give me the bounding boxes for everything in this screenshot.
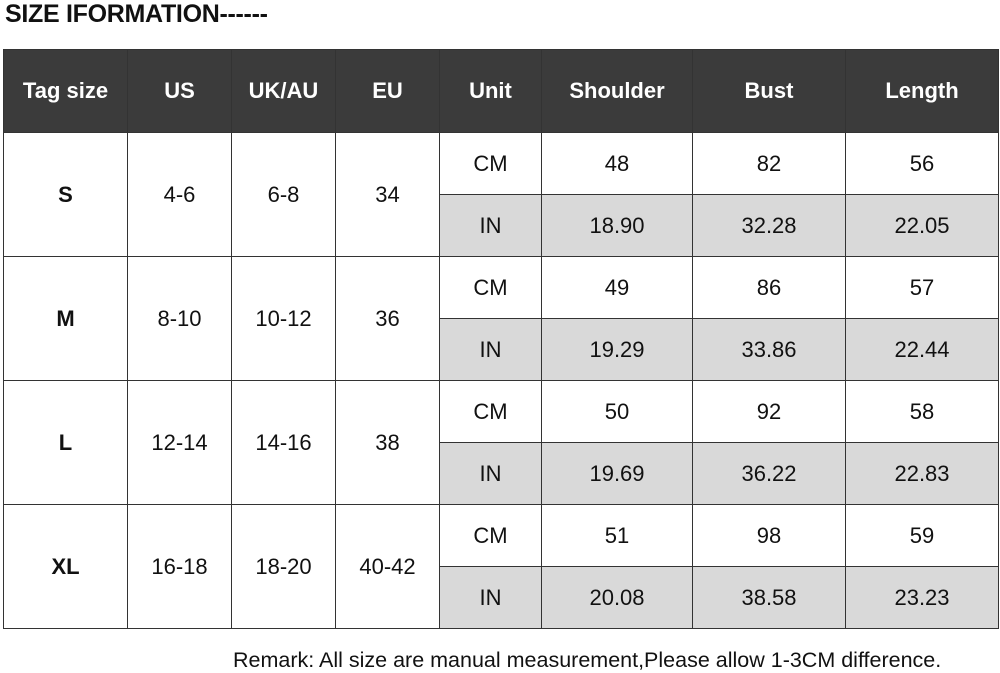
uk-au-size-cell: 18-20 bbox=[231, 504, 336, 629]
length-cell: 22.44 bbox=[845, 318, 999, 381]
uk-au-size-cell: 14-16 bbox=[231, 380, 336, 505]
us-size-cell: 8-10 bbox=[127, 256, 232, 381]
eu-size-cell: 40-42 bbox=[335, 504, 440, 629]
us-size-cell: 12-14 bbox=[127, 380, 232, 505]
shoulder-cell: 18.90 bbox=[541, 194, 693, 257]
size-chart-table: Tag size US UK/AU EU Unit Shoulder Bust … bbox=[3, 49, 999, 629]
length-cell: 57 bbox=[845, 256, 999, 319]
header-length: Length bbox=[845, 49, 999, 133]
table-row-cm: M 8-10 10-12 36 CM 49 86 57 bbox=[3, 256, 999, 381]
bust-cell: 33.86 bbox=[692, 318, 846, 381]
bust-cell: 86 bbox=[692, 256, 846, 319]
uk-au-size-cell: 6-8 bbox=[231, 132, 336, 257]
shoulder-cell: 51 bbox=[541, 504, 693, 567]
header-bust: Bust bbox=[692, 49, 846, 133]
unit-cell: IN bbox=[439, 194, 542, 257]
header-unit: Unit bbox=[439, 49, 542, 133]
us-size-cell: 4-6 bbox=[127, 132, 232, 257]
tag-size-cell: XL bbox=[3, 504, 128, 629]
length-cell: 22.05 bbox=[845, 194, 999, 257]
length-cell: 23.23 bbox=[845, 566, 999, 629]
page-title: SIZE IFORMATION------ bbox=[5, 0, 268, 28]
shoulder-cell: 20.08 bbox=[541, 566, 693, 629]
bust-cell: 32.28 bbox=[692, 194, 846, 257]
header-tag-size: Tag size bbox=[3, 49, 128, 133]
header-eu: EU bbox=[335, 49, 440, 133]
tag-size-cell: L bbox=[3, 380, 128, 505]
unit-cell: CM bbox=[439, 504, 542, 567]
header-shoulder: Shoulder bbox=[541, 49, 693, 133]
shoulder-cell: 48 bbox=[541, 132, 693, 195]
table-row-in: IN 20.08 38.58 23.23 bbox=[4, 566, 999, 629]
unit-cell: CM bbox=[439, 380, 542, 443]
bust-cell: 98 bbox=[692, 504, 846, 567]
eu-size-cell: 36 bbox=[335, 256, 440, 381]
table-row-cm: S 4-6 6-8 34 CM 48 82 56 bbox=[3, 132, 999, 257]
unit-cell: IN bbox=[439, 318, 542, 381]
unit-cell: CM bbox=[439, 132, 542, 195]
tag-size-cell: M bbox=[3, 256, 128, 381]
table-row-in: IN 19.29 33.86 22.44 bbox=[4, 318, 999, 381]
table-row-in: IN 18.90 32.28 22.05 bbox=[4, 194, 999, 257]
header-uk-au: UK/AU bbox=[231, 49, 336, 133]
shoulder-cell: 49 bbox=[541, 256, 693, 319]
unit-cell: CM bbox=[439, 256, 542, 319]
shoulder-cell: 19.29 bbox=[541, 318, 693, 381]
remark-note: Remark: All size are manual measurement,… bbox=[233, 648, 942, 672]
unit-cell: IN bbox=[439, 442, 542, 505]
table-row-cm: L 12-14 14-16 38 CM 50 92 58 bbox=[3, 380, 999, 505]
us-size-cell: 16-18 bbox=[127, 504, 232, 629]
length-cell: 59 bbox=[845, 504, 999, 567]
length-cell: 58 bbox=[845, 380, 999, 443]
tag-size-cell: S bbox=[3, 132, 128, 257]
bust-cell: 92 bbox=[692, 380, 846, 443]
uk-au-size-cell: 10-12 bbox=[231, 256, 336, 381]
shoulder-cell: 19.69 bbox=[541, 442, 693, 505]
header-us: US bbox=[127, 49, 232, 133]
eu-size-cell: 38 bbox=[335, 380, 440, 505]
length-cell: 56 bbox=[845, 132, 999, 195]
length-cell: 22.83 bbox=[845, 442, 999, 505]
header-row: Tag size US UK/AU EU Unit Shoulder Bust … bbox=[3, 49, 999, 133]
eu-size-cell: 34 bbox=[335, 132, 440, 257]
bust-cell: 82 bbox=[692, 132, 846, 195]
unit-cell: IN bbox=[439, 566, 542, 629]
shoulder-cell: 50 bbox=[541, 380, 693, 443]
bust-cell: 36.22 bbox=[692, 442, 846, 505]
table-row-cm: XL 16-18 18-20 40-42 CM 51 98 59 bbox=[3, 504, 999, 629]
bust-cell: 38.58 bbox=[692, 566, 846, 629]
